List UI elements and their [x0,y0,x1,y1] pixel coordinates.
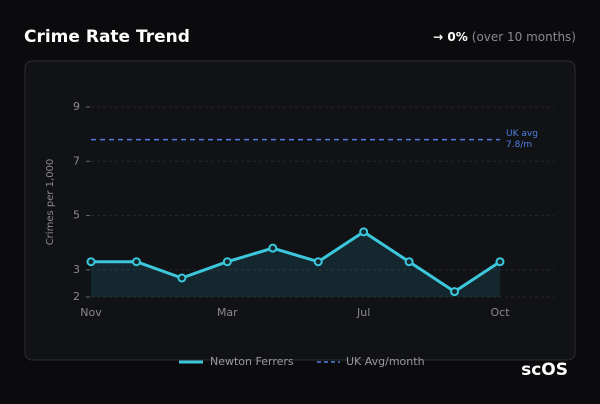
reference-label: 7.8/m [506,140,532,150]
series-point [313,257,323,267]
series-point [359,227,369,237]
logo: scOS [521,360,568,380]
y-tick-label: 7 [73,154,80,167]
y-axis-label: Crimes per 1,000 [45,159,56,246]
y-tick-label: 5 [73,209,80,222]
y-tick-label: 3 [73,263,80,276]
x-tick-label: Oct [490,306,510,319]
series-point [404,257,414,267]
series-point [177,273,187,283]
x-tick-label: Jul [356,306,370,319]
series-point [495,257,505,267]
series-point [450,287,460,297]
trend-summary: → 0% (over 10 months) [433,30,576,44]
chart-card [24,60,576,361]
trend-period: (over 10 months) [472,30,576,44]
legend-label: UK Avg/month [346,355,425,368]
x-tick-label: Nov [80,306,102,319]
reference-label: UK avg [506,129,538,139]
series-point [268,243,278,253]
series-point [222,257,232,267]
trend-change: → 0% [433,30,468,44]
series-area [91,231,500,297]
series-point [86,257,96,267]
x-tick-label: Mar [217,306,238,319]
chart-title: Crime Rate Trend [24,27,190,47]
series-point [131,257,141,267]
y-tick-label: 2 [73,290,80,303]
series-line [91,230,501,294]
legend-label: Newton Ferrers [210,355,294,368]
y-tick-label: 9 [73,100,80,113]
